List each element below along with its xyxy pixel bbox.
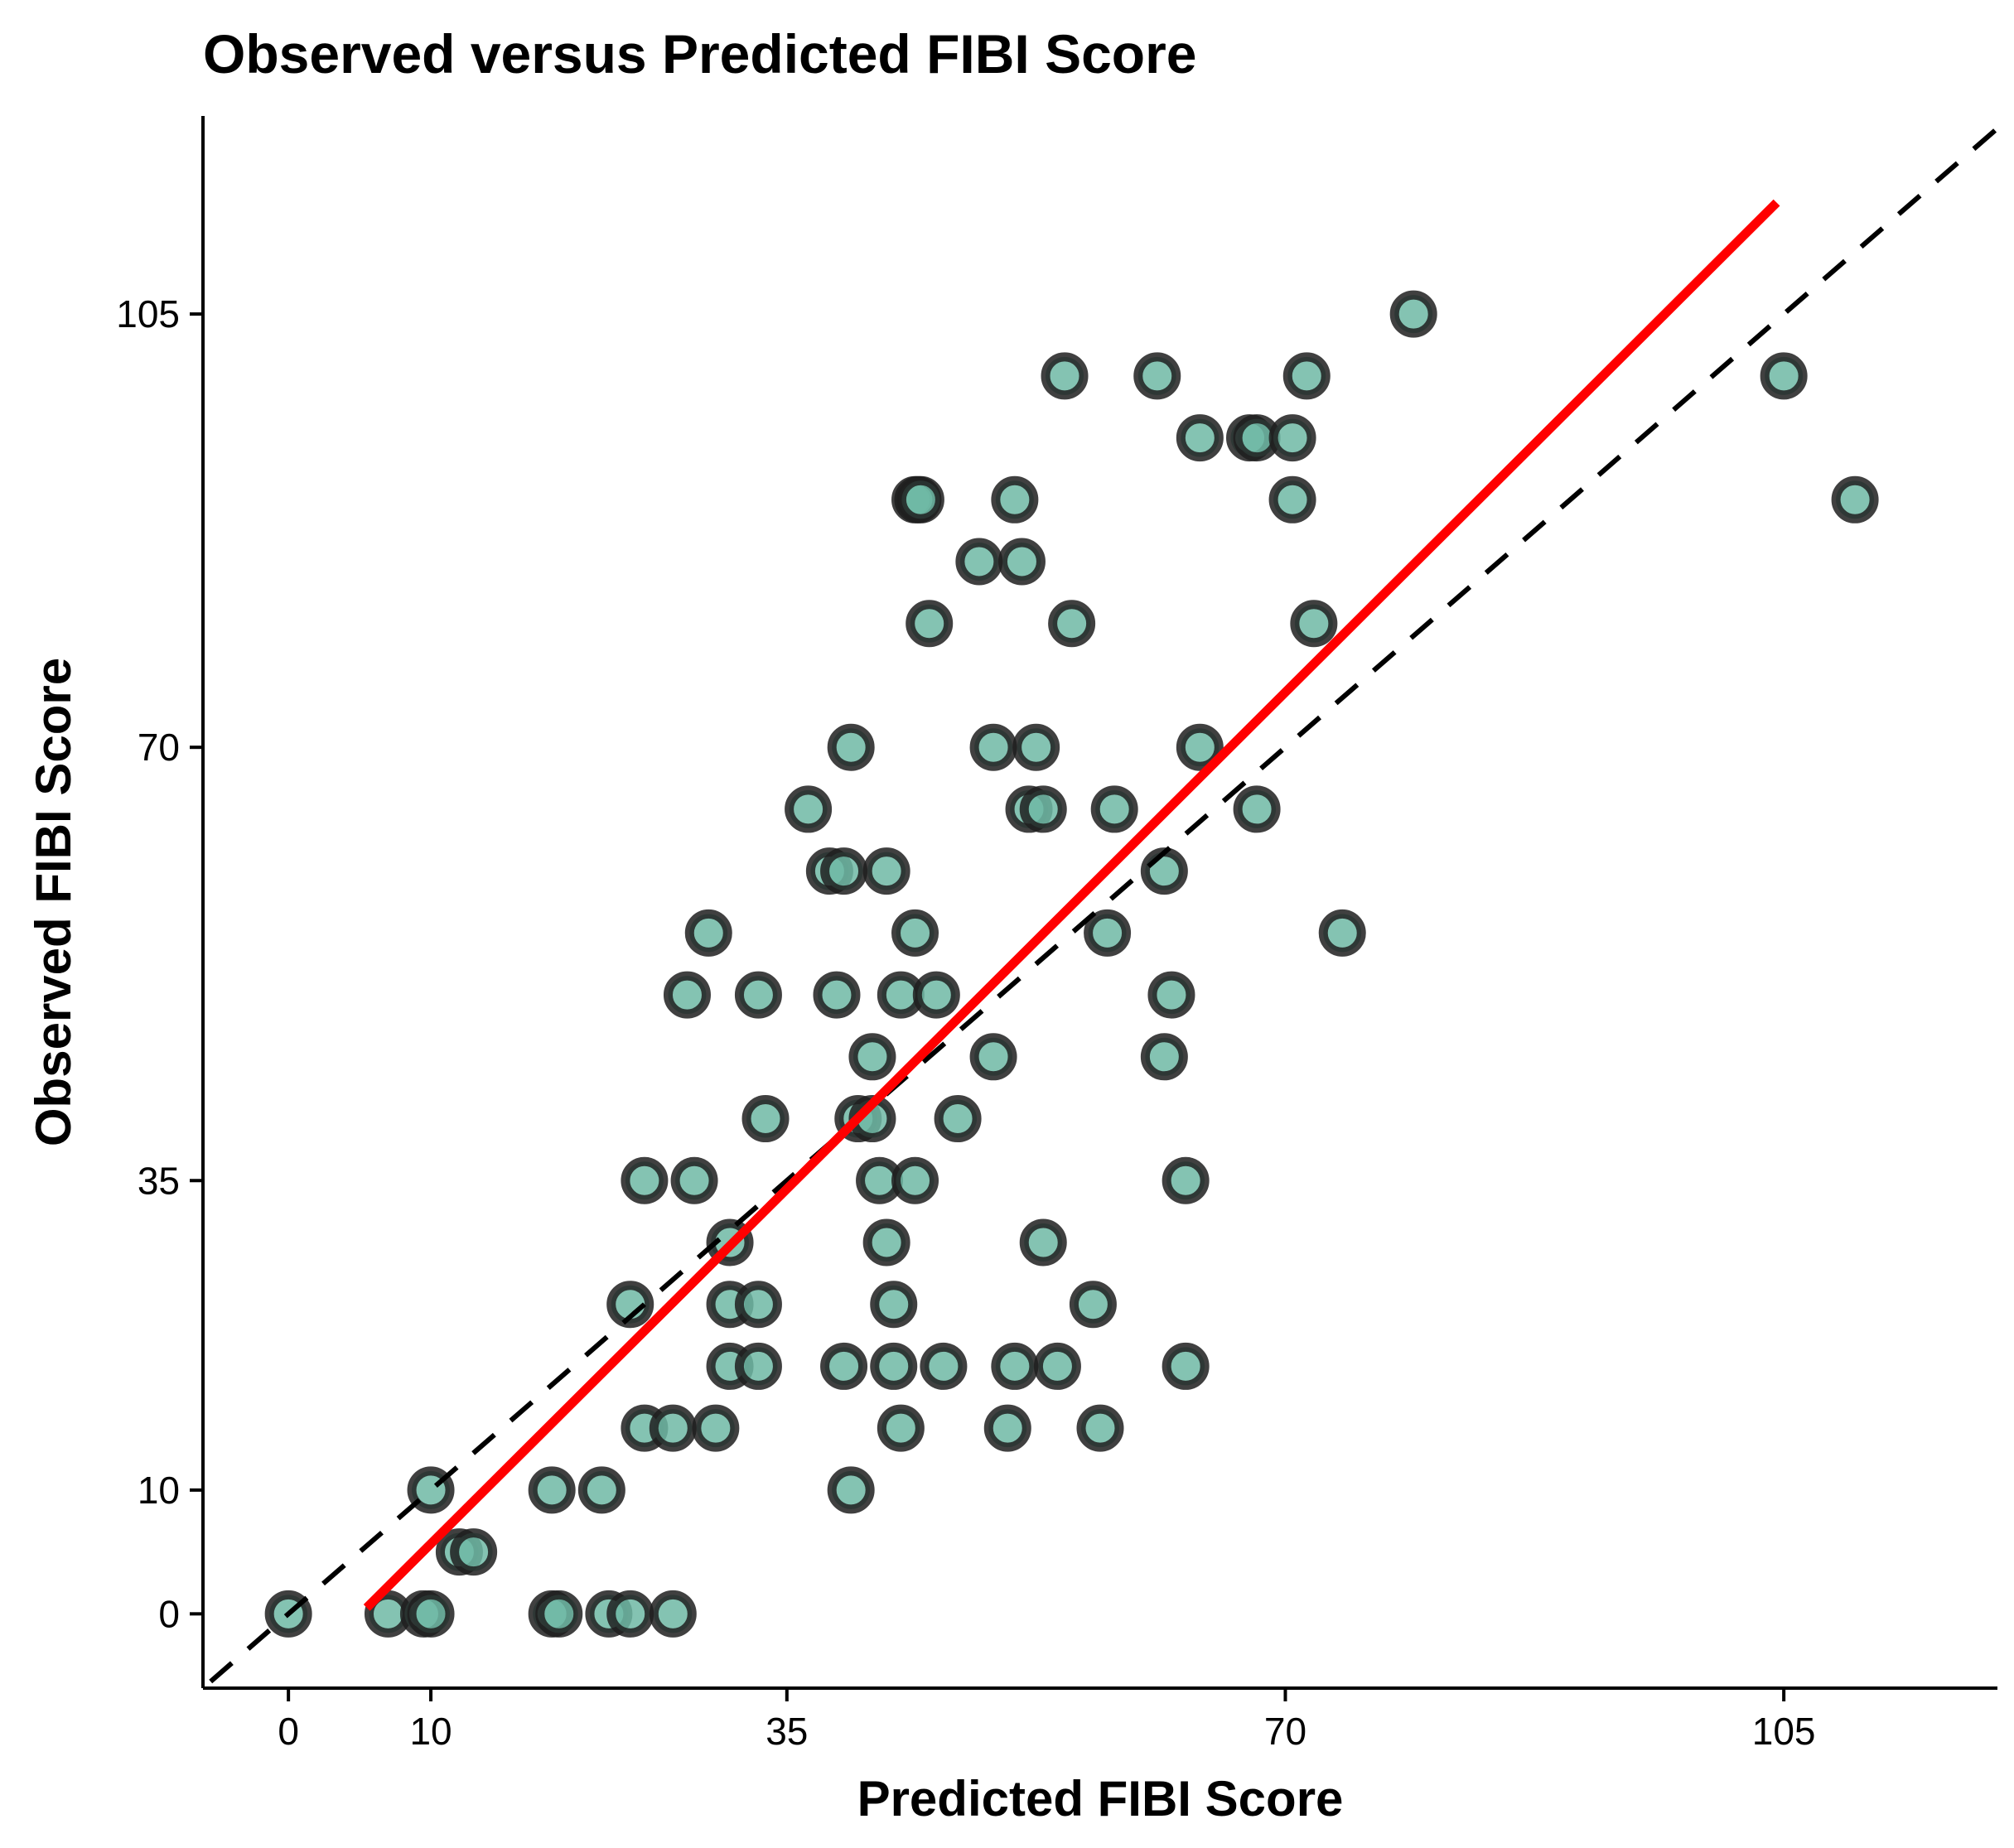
data-point: [969, 1033, 1017, 1081]
data-point: [577, 1466, 625, 1514]
data-point: [1268, 414, 1316, 462]
data-point: [820, 847, 868, 895]
data-point: [606, 1590, 654, 1638]
x-tick-label: 35: [766, 1710, 808, 1753]
data-point: [528, 1466, 576, 1514]
data-point: [734, 1281, 782, 1329]
data-point: [870, 1281, 918, 1329]
x-tick-label: 0: [278, 1710, 299, 1753]
data-point: [1760, 352, 1808, 400]
data-point: [1290, 600, 1338, 648]
data-point: [969, 723, 1017, 771]
data-point: [1140, 847, 1188, 895]
data-point: [827, 1466, 875, 1514]
data-point: [663, 971, 711, 1019]
data-point: [848, 1033, 896, 1081]
x-tick-label: 105: [1752, 1710, 1816, 1753]
data-point: [621, 1156, 669, 1204]
data-point: [1233, 785, 1281, 833]
y-tick-label: 105: [116, 292, 180, 335]
data-point: [1389, 290, 1437, 338]
data-point: [1048, 600, 1096, 648]
data-point: [1084, 909, 1132, 957]
data-point: [670, 1156, 718, 1204]
x-axis-ticks: 0 10 35 70 105: [278, 1688, 1816, 1753]
data-point: [1019, 785, 1067, 833]
data-point: [649, 1590, 697, 1638]
data-point: [1268, 475, 1316, 524]
data-point: [1140, 1033, 1188, 1081]
y-axis-title: Observed FIBI Score: [26, 658, 81, 1146]
x-tick-label: 70: [1264, 1710, 1306, 1753]
data-point: [983, 1404, 1031, 1452]
data-point: [785, 785, 833, 833]
data-point: [1090, 785, 1138, 833]
data-point: [684, 909, 732, 957]
data-points: [264, 290, 1879, 1638]
data-point: [1162, 1342, 1210, 1390]
data-point: [1147, 971, 1195, 1019]
data-point: [813, 971, 861, 1019]
data-point: [1076, 1404, 1124, 1452]
data-point: [912, 971, 960, 1019]
data-point: [997, 538, 1046, 586]
y-tick-label: 70: [138, 726, 180, 769]
fitted-regression-line: [363, 199, 1780, 1611]
data-point: [1041, 352, 1089, 400]
data-point: [991, 1342, 1039, 1390]
data-point: [692, 1404, 740, 1452]
data-point: [1012, 723, 1060, 771]
data-point: [955, 538, 1003, 586]
data-point: [1133, 352, 1181, 400]
chart-title: Observed versus Predicted FIBI Score: [203, 23, 1197, 84]
data-point: [741, 1095, 790, 1143]
data-point: [820, 1342, 868, 1390]
data-point: [1176, 414, 1224, 462]
data-point: [906, 600, 954, 648]
data-point: [1019, 1218, 1067, 1267]
data-point: [407, 1590, 455, 1638]
data-point: [862, 847, 910, 895]
data-point: [870, 1342, 918, 1390]
data-point: [1176, 723, 1224, 771]
data-point: [896, 475, 944, 524]
y-tick-label: 10: [138, 1469, 180, 1512]
data-point: [1033, 1342, 1081, 1390]
data-point: [734, 971, 782, 1019]
data-point: [862, 1218, 910, 1267]
data-point: [1069, 1281, 1117, 1329]
data-point: [450, 1528, 498, 1576]
data-point: [1831, 475, 1879, 524]
data-point: [920, 1342, 968, 1390]
data-point: [827, 723, 875, 771]
y-tick-label: 35: [138, 1159, 180, 1202]
data-point: [891, 909, 939, 957]
data-point: [1282, 352, 1331, 400]
data-point: [734, 1342, 782, 1390]
data-point: [606, 1281, 654, 1329]
data-point: [991, 475, 1039, 524]
data-point: [649, 1404, 697, 1452]
data-point: [934, 1095, 982, 1143]
x-tick-label: 10: [409, 1710, 452, 1753]
data-point: [891, 1156, 939, 1204]
identity-reference-line: [203, 124, 1997, 1688]
data-point: [535, 1590, 583, 1638]
data-point: [1162, 1156, 1210, 1204]
data-point: [877, 1404, 925, 1452]
x-axis-title: Predicted FIBI Score: [857, 1771, 1344, 1826]
y-axis-ticks: 0 10 35 70 105: [116, 292, 203, 1635]
data-point: [1318, 909, 1366, 957]
y-tick-label: 0: [158, 1592, 180, 1635]
